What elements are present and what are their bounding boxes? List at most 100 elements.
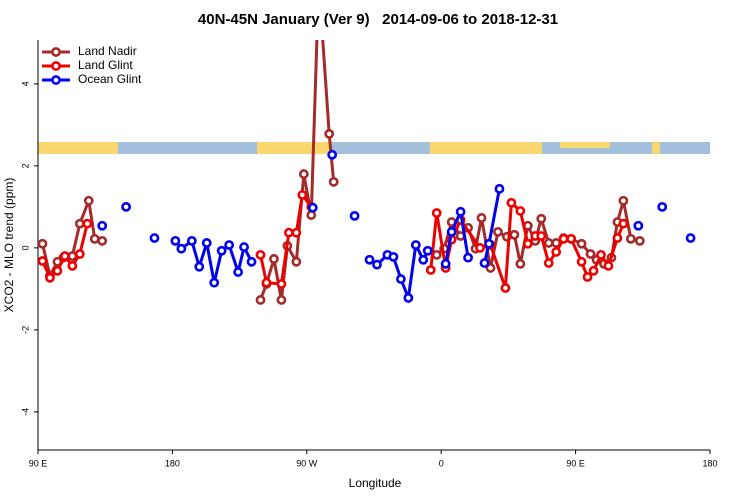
x-tick-label: 180 <box>165 458 180 468</box>
data-point <box>633 220 644 231</box>
data-point <box>596 249 606 260</box>
series-line <box>444 206 470 265</box>
data-point <box>38 256 48 266</box>
data-point <box>494 183 505 194</box>
data-point <box>418 254 429 265</box>
data-point <box>121 201 132 212</box>
data-point <box>269 254 279 264</box>
data-point <box>97 220 108 231</box>
y-tick-label: 0 <box>20 245 30 250</box>
data-point <box>45 272 55 283</box>
data-point <box>522 238 533 249</box>
data-point <box>327 149 338 160</box>
legend-label: Land Nadir <box>78 44 137 58</box>
data-point <box>485 263 496 273</box>
data-point <box>395 274 406 284</box>
data-point <box>170 235 181 246</box>
data-point <box>493 226 503 237</box>
data-point <box>52 265 63 276</box>
data-point <box>97 235 108 246</box>
x-axis-label: Longitude <box>349 476 402 490</box>
y-tick-label: 2 <box>20 163 30 168</box>
data-point <box>176 243 187 254</box>
y-axis-label: XCO2 - MLO trend (ppm) <box>2 178 16 313</box>
data-point <box>89 233 100 244</box>
data-point <box>410 240 421 250</box>
data-point <box>246 256 257 267</box>
land-band <box>257 142 332 154</box>
data-point <box>543 258 554 268</box>
data-point <box>463 252 473 263</box>
data-point <box>576 238 587 249</box>
series-line <box>368 240 430 304</box>
x-tick-label: 90 E <box>566 458 585 468</box>
data-point <box>297 190 308 200</box>
land-band <box>652 142 660 154</box>
data-point <box>431 208 442 218</box>
x-tick-label: 90 E <box>29 458 48 468</box>
legend-label: Land Glint <box>78 58 133 72</box>
data-point <box>618 195 629 206</box>
y-tick-label: -4 <box>20 408 30 416</box>
y-tick-label: 4 <box>20 81 30 86</box>
data-point <box>422 245 433 256</box>
data-point <box>186 235 197 246</box>
data-point <box>59 251 70 261</box>
data-point <box>657 201 668 212</box>
data-point <box>83 195 94 206</box>
data-point <box>255 295 266 305</box>
data-point <box>291 256 302 267</box>
data-point <box>261 277 272 288</box>
data-point <box>276 295 287 305</box>
data-point <box>403 292 414 303</box>
data-point <box>500 283 511 293</box>
data-point <box>618 218 629 229</box>
data-point <box>440 258 451 269</box>
data-point <box>612 233 623 243</box>
legend-marker <box>51 61 61 71</box>
plot-area <box>38 40 696 305</box>
data-point <box>431 249 442 260</box>
y-tick-label: -2 <box>20 326 30 334</box>
land-band <box>560 142 610 148</box>
data-point <box>149 233 160 243</box>
data-point <box>475 242 485 253</box>
data-point <box>388 251 399 262</box>
data-point <box>484 238 494 249</box>
data-point <box>476 213 487 223</box>
legend-marker <box>51 75 61 85</box>
data-point <box>306 210 317 220</box>
data-point <box>588 265 599 276</box>
data-point <box>324 128 335 139</box>
data-point <box>576 256 587 267</box>
data-point <box>479 258 490 268</box>
legend-label: Ocean Glint <box>78 72 142 86</box>
data-point <box>209 277 220 288</box>
data-point <box>509 229 520 240</box>
data-point <box>603 261 614 271</box>
data-point <box>515 258 526 269</box>
data-point <box>566 233 577 244</box>
data-point <box>239 242 249 252</box>
data-point <box>255 249 266 260</box>
data-point <box>536 231 547 241</box>
data-point <box>276 279 287 289</box>
data-point <box>328 176 339 187</box>
data-point <box>74 249 85 259</box>
data-point <box>515 206 526 216</box>
data-point <box>38 238 48 249</box>
data-point <box>82 218 93 229</box>
data-point <box>506 197 517 208</box>
surface-band <box>38 142 710 154</box>
data-point <box>446 226 457 237</box>
data-point <box>558 233 569 244</box>
data-point <box>364 254 375 265</box>
data-point <box>291 227 302 238</box>
land-band <box>430 142 542 154</box>
data-point <box>455 206 466 217</box>
legend-marker <box>51 47 61 57</box>
x-tick-label: 0 <box>439 458 444 468</box>
data-point <box>67 261 78 271</box>
